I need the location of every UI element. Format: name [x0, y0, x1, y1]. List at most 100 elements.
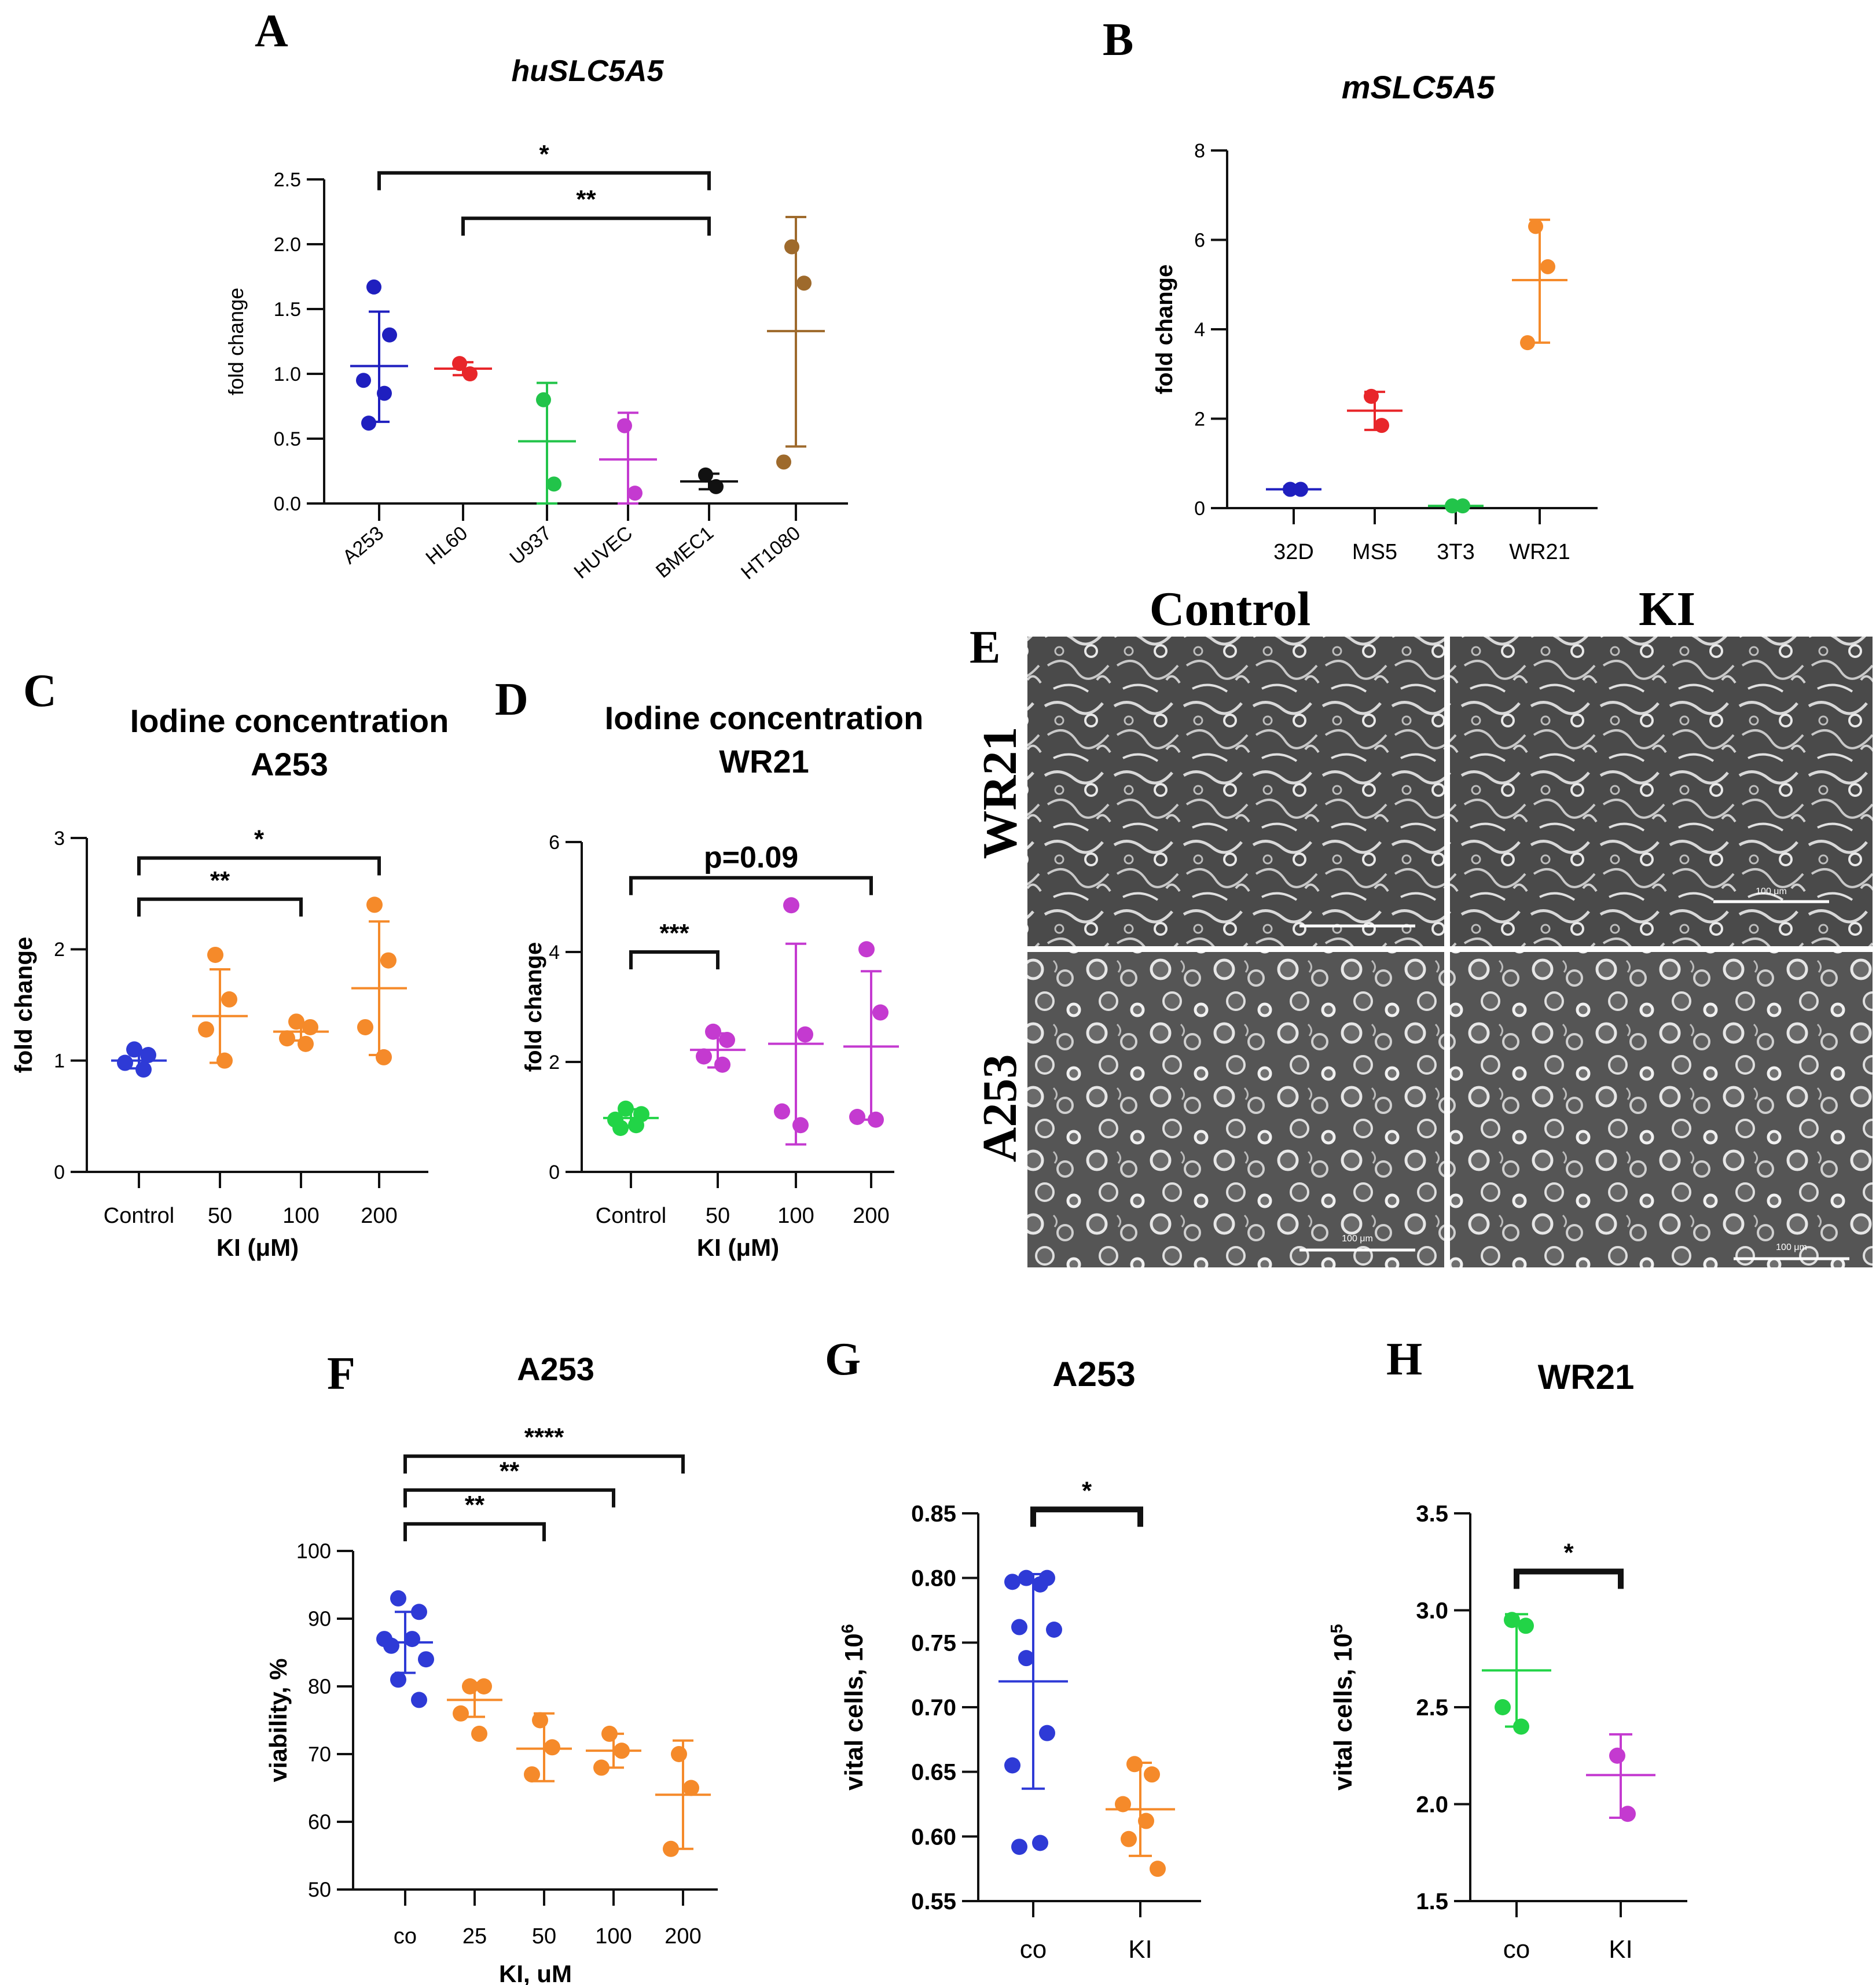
chart-g-ytick-label: 0.80	[911, 1566, 956, 1591]
panel-label-h: H	[1386, 1334, 1422, 1385]
chart-f-point	[383, 1637, 399, 1654]
chart-c-point	[376, 1049, 392, 1065]
micrograph-panel: Control KI WR21 A253 100 μm 100 μm 100 μ…	[973, 582, 1873, 1267]
chart-a-ytick-label: 2.5	[274, 169, 301, 191]
chart-f-xtick-label: 200	[665, 1924, 701, 1949]
chart-d-point	[872, 1004, 889, 1021]
micrograph-wr21-ki	[1450, 637, 1873, 946]
chart-g-ytick-label: 0.85	[911, 1501, 956, 1527]
chart-d-point	[858, 941, 875, 958]
chart-a-xtick-label: A253	[339, 522, 388, 568]
chart-g-point	[1126, 1756, 1143, 1773]
chart-d-xtick-label: 100	[777, 1204, 814, 1228]
chart-c-significance-label: **	[210, 866, 230, 895]
panel-label-b: B	[1103, 14, 1133, 65]
chart-b-xtick-label: 3T3	[1437, 540, 1474, 564]
chart-h-ytick-label: 2.0	[1416, 1792, 1448, 1818]
chart-b-ylabel: fold change	[1152, 264, 1177, 394]
chart-f-point	[476, 1678, 492, 1694]
chart-d-point	[696, 1048, 712, 1065]
chart-g-xtick-label: KI	[1128, 1935, 1152, 1964]
chart-f-point	[390, 1590, 406, 1607]
chart-g-point	[1150, 1861, 1166, 1877]
chart-c-point	[221, 991, 237, 1008]
chart-a-point	[377, 385, 392, 401]
chart-h-significance-bracket	[1514, 1568, 1624, 1589]
chart-d-point	[849, 1109, 865, 1125]
chart-f-xtick-label: 25	[462, 1924, 487, 1949]
chart-f-significance-label: ****	[524, 1423, 564, 1451]
chart-a-point	[361, 416, 376, 431]
chart-c-point	[366, 896, 383, 913]
chart-h-xtick-label: co	[1503, 1935, 1530, 1964]
chart-d-point	[792, 1117, 809, 1134]
chart-a-xtick-label: BMEC1	[652, 522, 718, 582]
chart-a-point	[452, 356, 467, 372]
chart-a-point	[627, 486, 643, 501]
chart-f-significance-bracket	[403, 1522, 546, 1542]
chart-f-point	[453, 1705, 469, 1722]
chart-h-significance-label: *	[1563, 1539, 1574, 1567]
chart-d-subtitle: WR21	[719, 743, 809, 780]
chart-h-point	[1513, 1718, 1529, 1735]
chart-g-point	[1046, 1622, 1062, 1638]
chart-d-point	[774, 1103, 790, 1120]
chart-d-point	[719, 1032, 735, 1048]
chart-h-ylabel: vital cells, 105	[1328, 1624, 1357, 1791]
chart-d-title: Iodine concentration	[605, 700, 924, 736]
micrograph-a253-ki	[1450, 952, 1873, 1267]
chart-h-point	[1518, 1618, 1534, 1634]
chart-f-ytick-label: 90	[308, 1607, 331, 1631]
chart-f-significance-label: **	[465, 1491, 485, 1519]
chart-a-significance-label: *	[539, 140, 549, 168]
chart-c-point	[117, 1054, 133, 1071]
chart-a-xtick-label: HL60	[421, 522, 472, 569]
chart-h-ylabel-exponent: 5	[1328, 1624, 1346, 1633]
chart-c-point	[298, 1035, 314, 1052]
chart-a-title: huSLC5A5	[512, 54, 665, 88]
chart-c-significance-label: *	[254, 825, 265, 854]
chart-a-point	[382, 327, 397, 343]
micrograph-row-title-wr21: WR21	[973, 727, 1027, 859]
chart-f-ytick-label: 70	[308, 1743, 331, 1766]
chart-f-significance-bracket	[403, 1488, 615, 1508]
chart-f-point	[532, 1712, 548, 1729]
chart-g-point	[1138, 1813, 1154, 1829]
chart-b: mSLC5A5 fold change 0 2 4 6 8 32D MS5 3T3 WR21	[1152, 69, 1598, 564]
chart-a-point	[796, 275, 812, 291]
chart-f-point	[404, 1631, 420, 1648]
chart-b-point	[1293, 481, 1308, 497]
chart-g-xtick-label: co	[1020, 1935, 1047, 1964]
chart-d-point	[797, 1026, 813, 1043]
chart-a-xtick-label: U937	[505, 522, 556, 569]
chart-g-point	[1011, 1619, 1027, 1635]
chart-b-point	[1528, 219, 1543, 234]
chart-g-point	[1032, 1835, 1048, 1851]
chart-c-title: Iodine concentration	[130, 703, 449, 739]
chart-g-point	[1039, 1725, 1055, 1741]
micrograph-a253-control	[1027, 952, 1444, 1267]
chart-g-point	[1004, 1574, 1020, 1590]
chart-b-ytick-label: 4	[1194, 319, 1205, 341]
chart-a-ytick-label: 0.0	[274, 493, 301, 515]
chart-d-significance-bracket	[629, 876, 873, 895]
chart-a-xtick-label: HT1080	[737, 522, 805, 584]
chart-h-ytick-label: 1.5	[1416, 1889, 1448, 1914]
chart-a-ytick-label: 2.0	[274, 234, 301, 256]
chart-f-point	[593, 1759, 610, 1776]
chart-b-point	[1540, 259, 1555, 274]
chart-d-significance-label: p=0.09	[704, 841, 798, 874]
chart-a-point	[546, 476, 561, 492]
chart-f-point	[418, 1651, 434, 1668]
chart-c-ytick-label: 2	[54, 939, 65, 961]
chart-f-point	[411, 1692, 427, 1708]
chart-a-xtick-label: HUVEC	[570, 522, 637, 583]
chart-c-xtick-label: 100	[282, 1204, 319, 1228]
chart-c-ytick-label: 1	[54, 1050, 65, 1072]
chart-d-point	[705, 1023, 721, 1040]
chart-d-ylabel: fold change	[521, 942, 546, 1072]
chart-d-ytick-label: 4	[549, 942, 560, 964]
chart-h-point	[1609, 1747, 1625, 1764]
chart-c-xlabel: KI (μM)	[216, 1234, 299, 1261]
